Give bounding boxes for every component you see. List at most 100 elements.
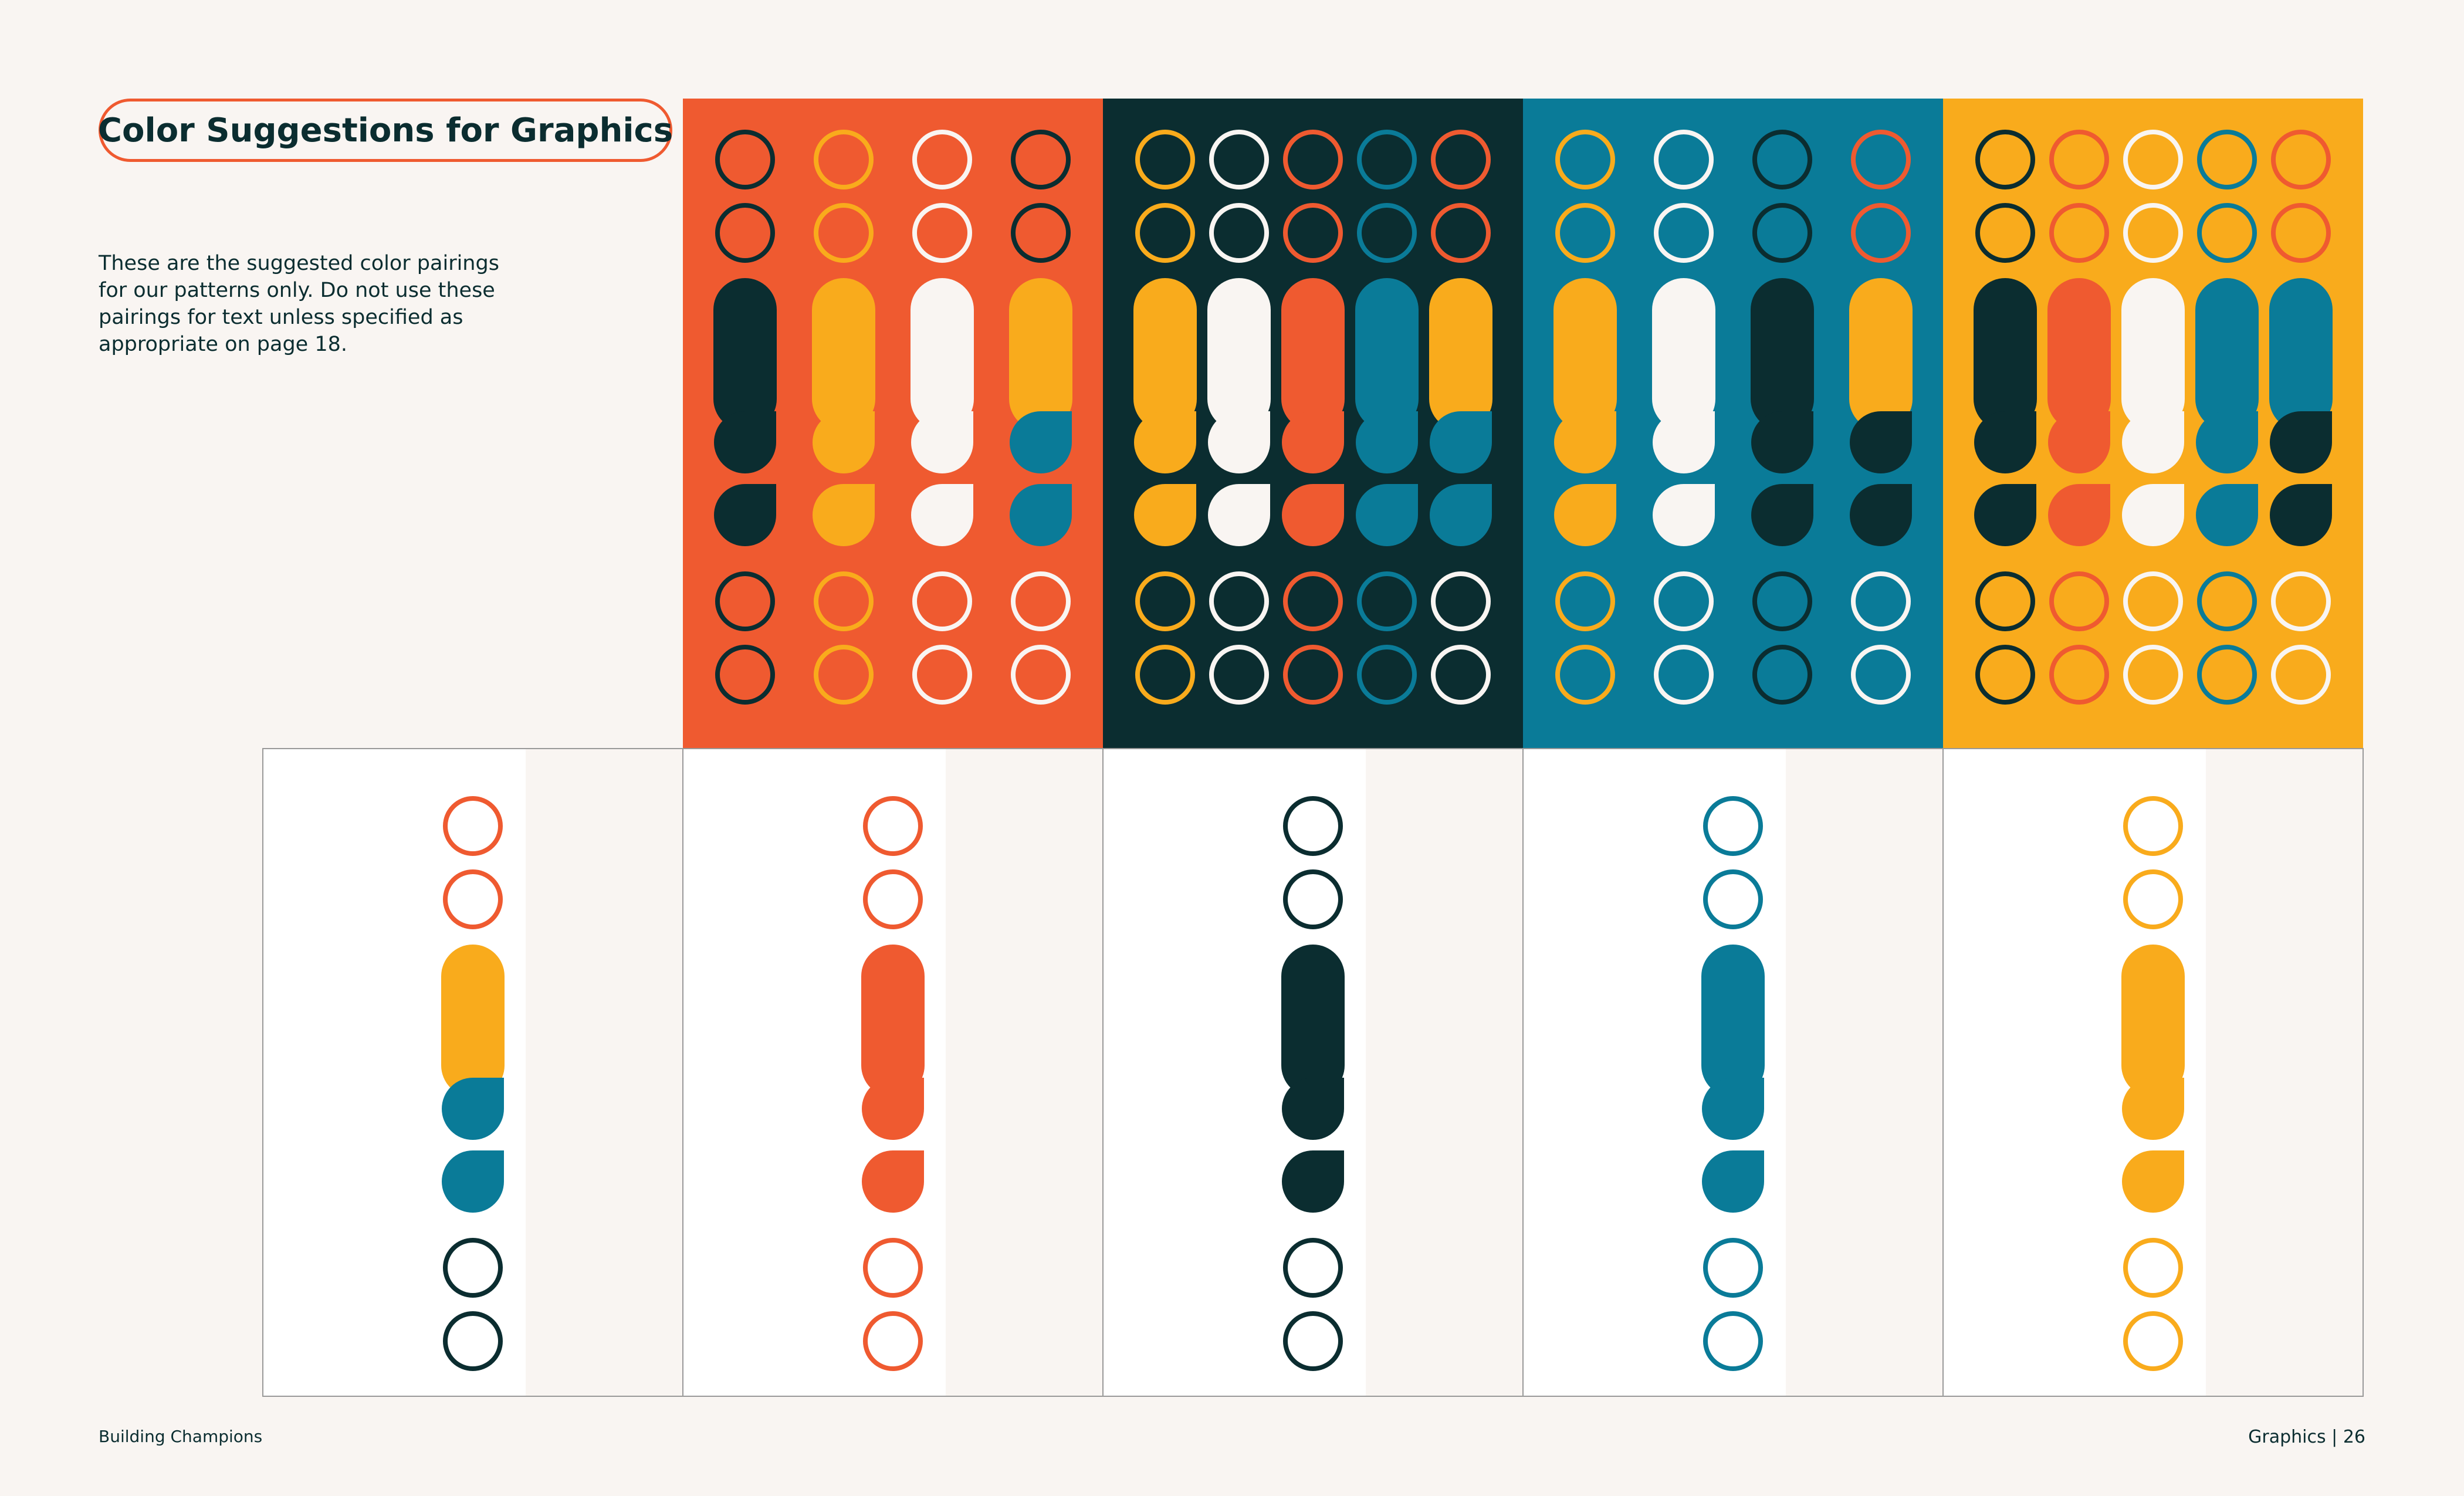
dark-panel-column-1-ring-3 — [1135, 571, 1195, 631]
light-panel-3-shade — [1366, 749, 1523, 1396]
light-panel-5-ring-1 — [2123, 796, 2183, 856]
footer-page-number: 26 — [2343, 1427, 2365, 1447]
dark-panel-column-2-drop-1 — [1208, 411, 1270, 473]
light-panel-4-ring-3 — [1703, 1238, 1763, 1298]
orange-panel-column-1-ring-1 — [715, 130, 775, 189]
yellow-panel-column-3-drop-1 — [2122, 411, 2184, 473]
footer-separator: | — [2331, 1427, 2338, 1447]
light-panel-2-ring-2 — [863, 869, 923, 929]
yellow-panel-column-3-drop-2 — [2122, 484, 2184, 546]
light-panel-5-pill — [2121, 945, 2185, 1097]
footer-section: Graphics — [2248, 1427, 2326, 1447]
light-panel-1-ring-1 — [443, 796, 503, 856]
light-panel-1-drop-2 — [442, 1150, 504, 1213]
yellow-panel-column-1-pill — [1974, 278, 2037, 431]
orange-panel-column-2-drop-1 — [813, 411, 875, 473]
yellow-panel-column-2-ring-1 — [2049, 130, 2109, 189]
yellow-panel-column-4-pill — [2195, 278, 2259, 431]
teal-panel-column-1-drop-2 — [1554, 484, 1616, 546]
orange-panel-column-3-pill — [911, 278, 974, 431]
light-panel-2-ring-4 — [863, 1311, 923, 1371]
light-panel-3-ring-2 — [1283, 869, 1343, 929]
dark-panel-column-1-drop-1 — [1134, 411, 1196, 473]
dark-panel-column-2-ring-2 — [1209, 203, 1269, 263]
dark-panel-column-1-pill — [1133, 278, 1197, 431]
orange-panel-column-1-drop-1 — [714, 411, 776, 473]
dark-panel-column-5-ring-1 — [1431, 130, 1491, 189]
orange-panel-column-3-ring-1 — [912, 130, 972, 189]
light-panel-4-ring-2 — [1703, 869, 1763, 929]
dark-panel-column-5-ring-3 — [1431, 571, 1491, 631]
teal-panel-column-1-ring-2 — [1555, 203, 1615, 263]
teal-panel-column-4-ring-2 — [1851, 203, 1911, 263]
yellow-panel-column-1-drop-1 — [1974, 411, 2036, 473]
dark-panel-column-4-pill — [1355, 278, 1419, 431]
yellow-panel-column-4-ring-2 — [2197, 203, 2257, 263]
teal-panel-column-4-ring-1 — [1851, 130, 1911, 189]
light-panel-4-ring-4 — [1703, 1311, 1763, 1371]
teal-panel-column-4-ring-4 — [1851, 645, 1911, 705]
teal-panel-column-3-drop-1 — [1751, 411, 1813, 473]
yellow-panel-column-2-ring-3 — [2049, 571, 2109, 631]
orange-panel-column-2-pill — [812, 278, 875, 431]
orange-panel-column-4-ring-2 — [1011, 203, 1071, 263]
orange-panel-column-1-ring-3 — [715, 571, 775, 631]
orange-panel-column-2-ring-1 — [814, 130, 874, 189]
light-panel-3-ring-3 — [1283, 1238, 1343, 1298]
orange-panel-column-1-ring-4 — [715, 645, 775, 705]
dark-panel-column-5-ring-4 — [1431, 645, 1491, 705]
dark-panel-column-3-ring-2 — [1283, 203, 1343, 263]
teal-panel-column-2-ring-2 — [1654, 203, 1714, 263]
dark-panel-column-2-ring-3 — [1209, 571, 1269, 631]
dark-panel-column-5-ring-2 — [1431, 203, 1491, 263]
teal-panel-column-1-ring-4 — [1555, 645, 1615, 705]
yellow-panel-column-5-ring-1 — [2271, 130, 2331, 189]
teal-panel-column-1-ring-1 — [1555, 130, 1615, 189]
orange-panel-column-4-ring-3 — [1011, 571, 1071, 631]
yellow-panel-column-4-drop-1 — [2196, 411, 2258, 473]
light-panel-2-ring-1 — [863, 796, 923, 856]
dark-panel-column-1-drop-2 — [1134, 484, 1196, 546]
orange-panel-column-3-ring-2 — [912, 203, 972, 263]
dark-panel-column-3-drop-2 — [1282, 484, 1344, 546]
yellow-panel-column-2-drop-1 — [2048, 411, 2110, 473]
orange-panel-column-3-drop-1 — [911, 411, 973, 473]
dark-panel-column-3-ring-1 — [1283, 130, 1343, 189]
dark-panel-column-5-drop-2 — [1430, 484, 1492, 546]
orange-panel-column-2-ring-2 — [814, 203, 874, 263]
light-panel-3-ring-4 — [1283, 1311, 1343, 1371]
light-panel-4-pill — [1701, 945, 1765, 1097]
yellow-panel-column-1-ring-3 — [1975, 571, 2035, 631]
yellow-panel-column-1-ring-2 — [1975, 203, 2035, 263]
yellow-panel-column-5-ring-3 — [2271, 571, 2331, 631]
dark-panel-column-4-ring-4 — [1357, 645, 1417, 705]
yellow-panel-column-5-ring-2 — [2271, 203, 2331, 263]
orange-panel-column-1-ring-2 — [715, 203, 775, 263]
yellow-panel-column-5-ring-4 — [2271, 645, 2331, 705]
light-panel-4-drop-2 — [1702, 1150, 1764, 1213]
yellow-panel-column-2-ring-4 — [2049, 645, 2109, 705]
yellow-panel-column-5-drop-2 — [2270, 484, 2332, 546]
yellow-panel-column-4-ring-4 — [2197, 645, 2257, 705]
dark-panel-column-2-ring-4 — [1209, 645, 1269, 705]
teal-panel-column-3-ring-2 — [1752, 203, 1812, 263]
light-panel-5-drop-2 — [2122, 1150, 2184, 1213]
dark-panel-column-1-ring-2 — [1135, 203, 1195, 263]
teal-panel-column-3-pill — [1751, 278, 1814, 431]
orange-panel-column-2-ring-4 — [814, 645, 874, 705]
teal-panel-column-4-ring-3 — [1851, 571, 1911, 631]
yellow-panel-column-3-ring-3 — [2123, 571, 2183, 631]
dark-panel-column-3-drop-1 — [1282, 411, 1344, 473]
footer-page-info: Graphics | 26 — [2248, 1427, 2365, 1447]
dark-panel-column-4-ring-1 — [1357, 130, 1417, 189]
light-panel-3-pill — [1281, 945, 1345, 1097]
teal-panel-column-1-ring-3 — [1555, 571, 1615, 631]
yellow-panel-column-4-ring-1 — [2197, 130, 2257, 189]
orange-panel-column-1-drop-2 — [714, 484, 776, 546]
dark-panel-column-3-ring-4 — [1283, 645, 1343, 705]
yellow-panel-column-1-ring-1 — [1975, 130, 2035, 189]
orange-panel-column-3-ring-3 — [912, 571, 972, 631]
light-panel-4-ring-1 — [1703, 796, 1763, 856]
teal-panel-column-2-ring-4 — [1654, 645, 1714, 705]
